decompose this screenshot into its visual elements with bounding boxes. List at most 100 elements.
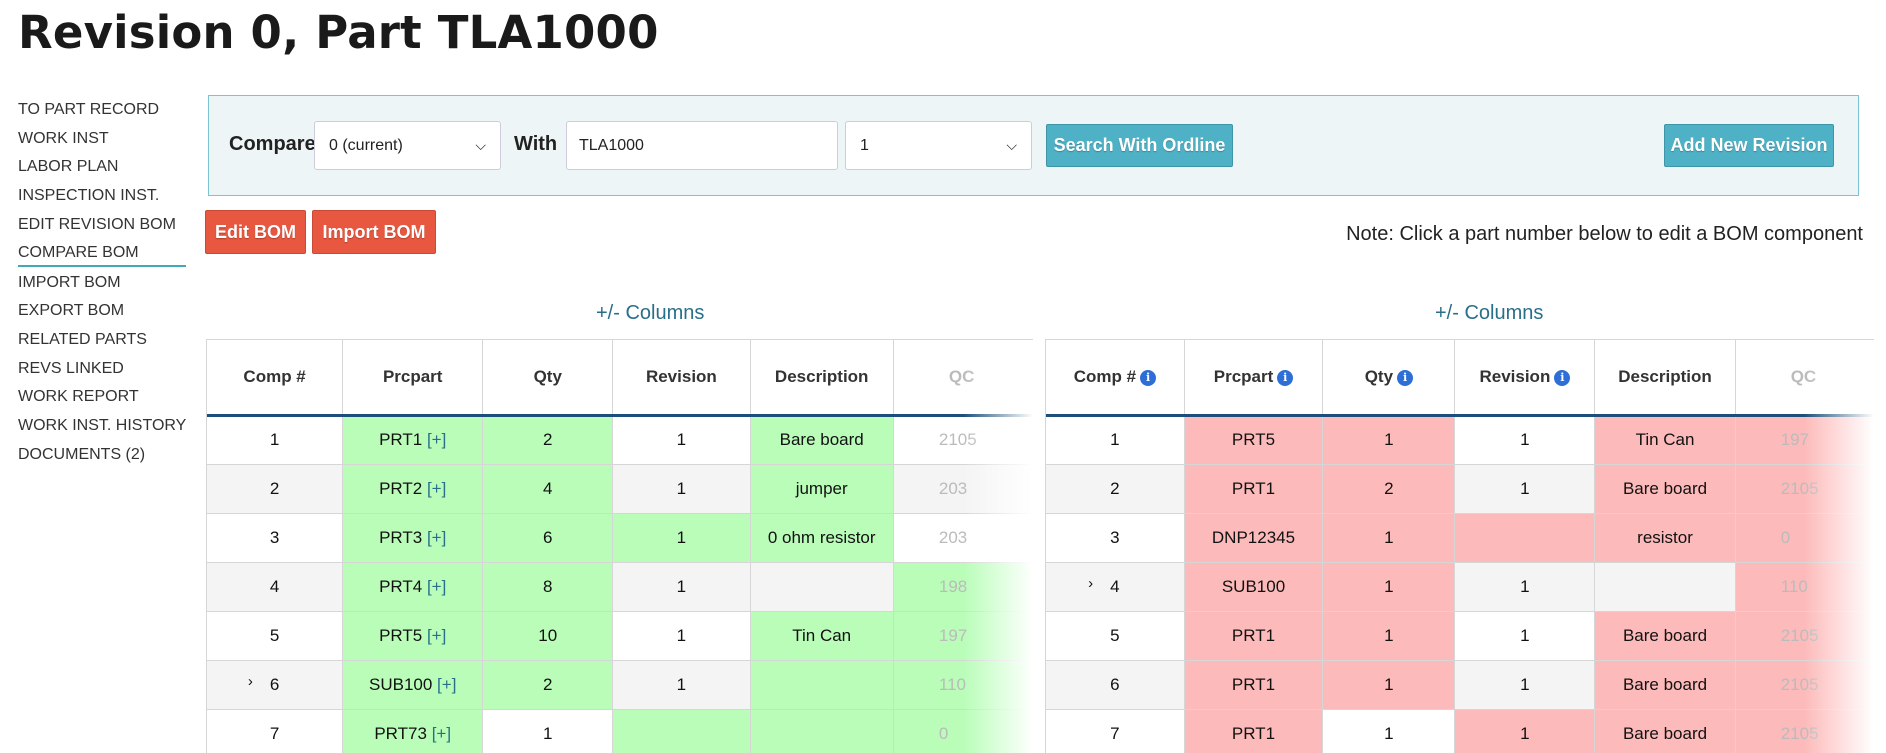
table-row: 7 PRT73 [+] 1 0 xyxy=(207,709,1033,753)
cell-qc: 2105 xyxy=(1735,709,1874,753)
import-bom-button[interactable]: Import BOM xyxy=(312,210,436,254)
cell-description: Bare board xyxy=(1594,464,1736,514)
with-part-input[interactable]: TLA1000 xyxy=(566,121,838,170)
info-icon[interactable]: i xyxy=(1397,369,1414,386)
table-row: 5 PRT5 [+] 10 1 Tin Can 197 xyxy=(207,611,1033,661)
cell-qty: 10 xyxy=(482,611,614,661)
with-revision-select[interactable]: 1 ⌵ xyxy=(845,121,1032,170)
cell-prcpart[interactable]: PRT1 xyxy=(1184,709,1324,753)
cell-comp: 5 xyxy=(207,611,344,661)
cell-comp: 7 xyxy=(1046,709,1185,753)
header-qc[interactable]: QC xyxy=(893,340,1033,417)
sidebar-item-work-inst[interactable]: WORK INST xyxy=(18,129,109,147)
cell-comp: 4 xyxy=(207,562,344,612)
header-description[interactable]: Description xyxy=(1594,340,1736,417)
header-qc[interactable]: QC xyxy=(1735,340,1874,417)
cell-prcpart[interactable]: PRT4 [+] xyxy=(342,562,484,612)
sidebar-item-labor-plan[interactable]: LABOR PLAN xyxy=(18,158,119,176)
info-icon[interactable]: i xyxy=(1277,369,1294,386)
cell-description: 0 ohm resistor xyxy=(750,513,894,563)
search-with-ordline-button[interactable]: Search With Ordline xyxy=(1046,124,1233,167)
compare-revision-select[interactable]: 0 (current) ⌵ xyxy=(314,121,501,170)
cell-revision: 1 xyxy=(612,562,751,612)
cell-prcpart[interactable]: SUB100 xyxy=(1184,562,1324,612)
cell-comp: › 6 xyxy=(207,660,344,710)
sidebar-item-work-report[interactable]: WORK REPORT xyxy=(18,388,139,406)
cell-prcpart[interactable]: DNP12345 xyxy=(1184,513,1324,563)
cell-prcpart[interactable]: PRT5 [+] xyxy=(342,611,484,661)
table-row: 5 PRT1 1 1 Bare board 2105 xyxy=(1046,611,1874,661)
sidebar-item-to-part-record[interactable]: TO PART RECORD xyxy=(18,101,160,118)
cell-qty: 2 xyxy=(482,660,614,710)
left-columns-toggle[interactable]: +/- Columns xyxy=(596,302,705,324)
cell-qc: 2105 xyxy=(1735,611,1874,661)
info-icon[interactable]: i xyxy=(1554,369,1571,386)
sidebar-item-work-inst-history[interactable]: WORK INST. HISTORY xyxy=(18,417,187,435)
cell-qty: 4 xyxy=(482,464,614,514)
cell-comp: 3 xyxy=(207,513,344,563)
header-qty[interactable]: Qty xyxy=(482,340,614,417)
cell-revision xyxy=(1454,513,1596,563)
sidebar-item-edit-revision-bom[interactable]: EDIT REVISION BOM xyxy=(18,215,176,233)
add-new-revision-button[interactable]: Add New Revision xyxy=(1664,124,1834,167)
table-row: › 4 SUB100 1 1 110 xyxy=(1046,562,1874,612)
cell-qty: 2 xyxy=(1322,464,1456,514)
cell-comp: 2 xyxy=(1046,464,1185,514)
cell-prcpart[interactable]: PRT1 xyxy=(1184,660,1324,710)
cell-description xyxy=(1594,562,1736,612)
header-qty[interactable]: Qty i xyxy=(1322,340,1456,417)
header-prcpart[interactable]: Prcpart xyxy=(342,340,484,417)
cell-comp: 3 xyxy=(1046,513,1185,563)
cell-qc: 0 xyxy=(1735,513,1874,563)
table-row: 2 PRT1 2 1 Bare board 2105 xyxy=(1046,464,1874,514)
cell-revision: 1 xyxy=(1454,660,1596,710)
page-title: Revision 0, Part TLA1000 xyxy=(18,6,659,59)
cell-prcpart[interactable]: PRT3 [+] xyxy=(342,513,484,563)
cell-qc: 2105 xyxy=(1735,464,1874,514)
cell-prcpart[interactable]: SUB100 [+] xyxy=(342,660,484,710)
cell-description: Bare board xyxy=(1594,611,1736,661)
header-comp[interactable]: Comp # xyxy=(207,340,344,417)
header-description[interactable]: Description xyxy=(750,340,894,417)
sidebar-item-inspection-inst[interactable]: INSPECTION INST. xyxy=(18,187,160,205)
sidebar-item-export-bom[interactable]: EXPORT BOM xyxy=(18,302,125,320)
table-row: 3 DNP12345 1 resistor 0 xyxy=(1046,513,1874,563)
header-revision[interactable]: Revision i xyxy=(1454,340,1596,417)
header-prcpart[interactable]: Prcpart i xyxy=(1184,340,1324,417)
cell-description: Tin Can xyxy=(750,611,894,661)
cell-prcpart[interactable]: PRT2 [+] xyxy=(342,464,484,514)
sidebar-item-compare-bom[interactable]: COMPARE BOM xyxy=(18,240,186,267)
cell-prcpart[interactable]: PRT1 xyxy=(1184,464,1324,514)
cell-revision: 1 xyxy=(1454,562,1596,612)
table-row: 1 PRT1 [+] 2 1 Bare board 2105 xyxy=(207,415,1033,465)
cell-description xyxy=(750,562,894,612)
cell-description: Bare board xyxy=(1594,660,1736,710)
right-columns-toggle[interactable]: +/- Columns xyxy=(1435,302,1544,324)
cell-revision: 1 xyxy=(612,513,751,563)
cell-qty: 1 xyxy=(1322,415,1456,465)
sidebar-item-related-parts[interactable]: RELATED PARTS xyxy=(18,330,147,348)
table-row: 7 PRT1 1 1 Bare board 2105 xyxy=(1046,709,1874,753)
sidebar-item-import-bom[interactable]: IMPORT BOM xyxy=(18,273,121,291)
left-bom-table: Comp # Prcpart Qty Revision Description … xyxy=(206,339,1033,753)
cell-prcpart[interactable]: PRT5 xyxy=(1184,415,1324,465)
cell-prcpart[interactable]: PRT1 xyxy=(1184,611,1324,661)
cell-description xyxy=(750,709,894,753)
info-icon[interactable]: i xyxy=(1140,369,1157,386)
table-row: 6 PRT1 1 1 Bare board 2105 xyxy=(1046,660,1874,710)
cell-prcpart[interactable]: PRT1 [+] xyxy=(342,415,484,465)
cell-description: jumper xyxy=(750,464,894,514)
cell-qc: 197 xyxy=(893,611,1033,661)
header-revision[interactable]: Revision xyxy=(612,340,751,417)
header-comp[interactable]: Comp # i xyxy=(1046,340,1185,417)
cell-description: Bare board xyxy=(750,415,894,465)
right-bom-grid: Comp # i Prcpart i Qty i Revision i Descript… xyxy=(1046,340,1874,753)
sidebar-item-revs-linked[interactable]: REVS LINKED xyxy=(18,359,124,377)
cell-qc: 203 xyxy=(893,513,1033,563)
cell-description: resistor xyxy=(1594,513,1736,563)
compare-label: Compare xyxy=(229,133,316,155)
sidebar-item-documents[interactable]: DOCUMENTS (2) xyxy=(18,445,146,463)
cell-prcpart[interactable]: PRT73 [+] xyxy=(342,709,484,753)
cell-revision: 1 xyxy=(1454,464,1596,514)
edit-bom-button[interactable]: Edit BOM xyxy=(205,210,306,254)
